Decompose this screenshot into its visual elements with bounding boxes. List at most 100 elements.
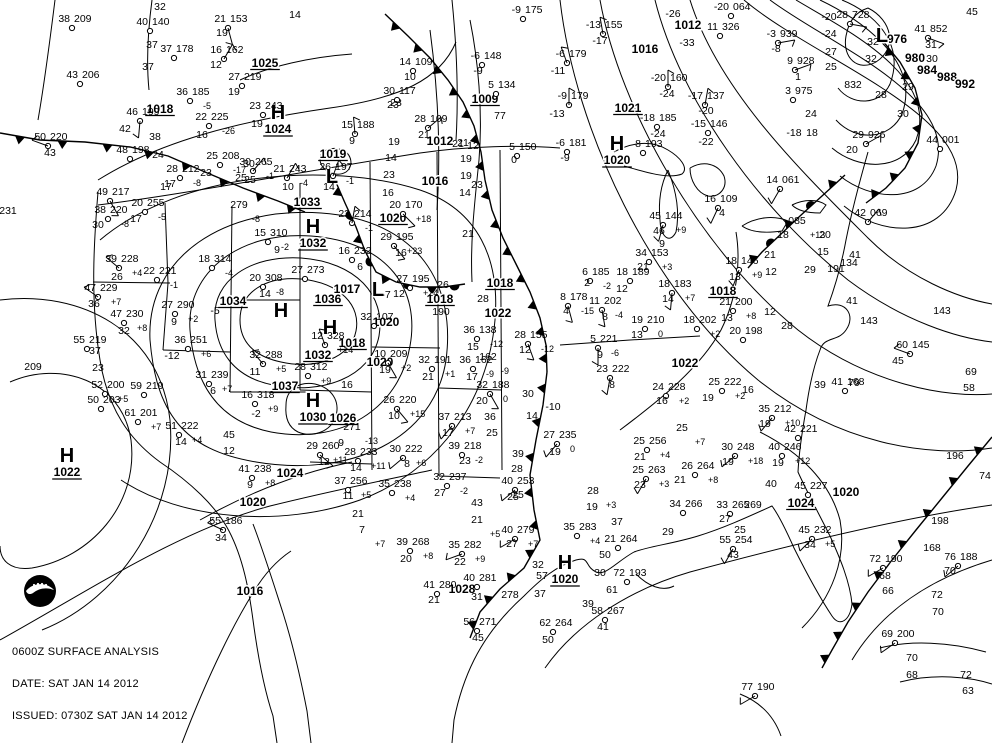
svg-text:-18: -18 <box>786 127 801 139</box>
station-plot: 26 <box>437 279 449 291</box>
station-plot: 279 -8 <box>230 199 260 224</box>
station-plot: 21 <box>422 371 434 383</box>
svg-text:29: 29 <box>902 81 914 93</box>
svg-text:181: 181 <box>569 137 587 149</box>
svg-text:-20: -20 <box>714 1 729 13</box>
svg-text:46: 46 <box>126 106 138 118</box>
low-pressure-symbol: L <box>372 279 384 301</box>
station-plot: 7 +7 <box>359 524 385 549</box>
station-plot: 19 <box>702 392 714 404</box>
svg-text:271: 271 <box>479 616 497 628</box>
station-plot: 21 <box>764 249 776 261</box>
station-plot: -20 160 <box>651 69 688 91</box>
station-plot: 72 <box>931 589 943 601</box>
station-plot: 9 <box>274 244 280 256</box>
svg-text:-17: -17 <box>688 90 703 102</box>
svg-text:14: 14 <box>350 462 362 474</box>
svg-text:140: 140 <box>152 16 170 28</box>
svg-text:34: 34 <box>635 247 647 259</box>
station-plot: 72 <box>960 669 972 681</box>
svg-text:16: 16 <box>742 384 754 396</box>
station-plot: 16 <box>382 187 394 199</box>
station-plot: 72 190 <box>867 553 903 577</box>
station-plot: 20 <box>846 144 858 156</box>
svg-text:39: 39 <box>396 536 408 548</box>
high-pressure-symbol: H <box>610 133 624 155</box>
svg-text:50: 50 <box>34 131 46 143</box>
svg-text:232: 232 <box>814 524 832 536</box>
station-plot: 43 <box>727 549 739 561</box>
station-plot: 16 162 <box>210 44 244 63</box>
station-plot: -17 137 <box>688 87 725 109</box>
svg-text:43: 43 <box>44 147 56 159</box>
svg-text:2: 2 <box>584 277 590 289</box>
station-plot: 5 150 <box>509 141 537 160</box>
svg-text:17: 17 <box>442 427 454 439</box>
svg-text:50: 50 <box>599 549 611 561</box>
svg-text:-12: -12 <box>164 350 179 362</box>
svg-text:23: 23 <box>390 97 402 109</box>
svg-text:085: 085 <box>788 215 806 227</box>
station-plot: 42 <box>119 123 131 135</box>
station-plot: 43 206 <box>66 69 100 88</box>
svg-text:+2: +2 <box>735 391 745 401</box>
station-plot: 162 -9 <box>479 351 509 376</box>
svg-text:30: 30 <box>239 156 251 168</box>
station-plot: 74 <box>979 470 991 482</box>
svg-text:-20: -20 <box>821 11 836 23</box>
svg-text:26: 26 <box>319 161 331 173</box>
svg-text:41: 41 <box>238 463 250 475</box>
svg-text:212: 212 <box>182 163 200 175</box>
station-plot: 15 310 -2 <box>254 227 289 252</box>
svg-text:9: 9 <box>171 316 177 328</box>
svg-text:214: 214 <box>354 208 372 220</box>
station-plot: 34 153 +3 <box>635 247 672 272</box>
svg-text:12: 12 <box>765 266 777 278</box>
svg-text:27: 27 <box>825 46 837 58</box>
svg-text:35: 35 <box>448 539 460 551</box>
station-plot: 30 <box>92 219 104 231</box>
svg-text:283: 283 <box>579 521 597 533</box>
station-plot: 19 <box>388 136 400 148</box>
station-plot: 45 227 <box>794 480 828 499</box>
station-plot: 34 <box>215 532 227 544</box>
svg-text:255: 255 <box>147 197 165 209</box>
svg-text:+24: +24 <box>423 288 438 298</box>
svg-text:-4: -4 <box>225 268 233 278</box>
svg-text:23: 23 <box>200 167 212 179</box>
station-plot: 19 <box>216 27 228 39</box>
svg-text:168: 168 <box>923 542 941 554</box>
svg-text:27: 27 <box>434 487 446 499</box>
svg-text:+8: +8 <box>137 323 147 333</box>
svg-text:35: 35 <box>758 403 770 415</box>
svg-text:191: 191 <box>434 354 452 366</box>
svg-text:198: 198 <box>132 144 150 156</box>
station-plot: 55 219 <box>73 334 107 353</box>
station-plot: 24 <box>152 149 164 161</box>
station-plot: 25 <box>244 174 256 186</box>
svg-text:221: 221 <box>800 423 818 435</box>
svg-text:212: 212 <box>774 403 792 415</box>
svg-text:-20: -20 <box>651 72 666 84</box>
svg-text:36: 36 <box>174 334 186 346</box>
svg-text:+7: +7 <box>695 437 705 447</box>
station-plot: 48 198 <box>116 144 150 163</box>
svg-text:222: 222 <box>405 443 423 455</box>
high-pressure-symbol: H <box>271 102 285 124</box>
station-plot: 35 212 +10 <box>758 403 800 432</box>
svg-text:143: 143 <box>860 315 878 327</box>
svg-text:57: 57 <box>536 570 548 582</box>
svg-text:43: 43 <box>66 69 78 81</box>
station-plot: 18 <box>806 127 818 139</box>
station-plot: 55 254 <box>719 534 753 564</box>
svg-text:79: 79 <box>848 377 860 389</box>
station-plot: 36 251 +6 <box>174 334 211 359</box>
svg-text:155: 155 <box>605 19 623 31</box>
station-plot: 30 222 +6 <box>388 443 426 470</box>
svg-text:-4: -4 <box>300 178 308 188</box>
svg-text:16: 16 <box>241 389 253 401</box>
svg-text:31: 31 <box>195 369 207 381</box>
svg-text:+4: +4 <box>405 493 415 503</box>
station-plot: 29 <box>662 526 674 538</box>
station-plot: 8 178 -15 <box>560 291 594 323</box>
